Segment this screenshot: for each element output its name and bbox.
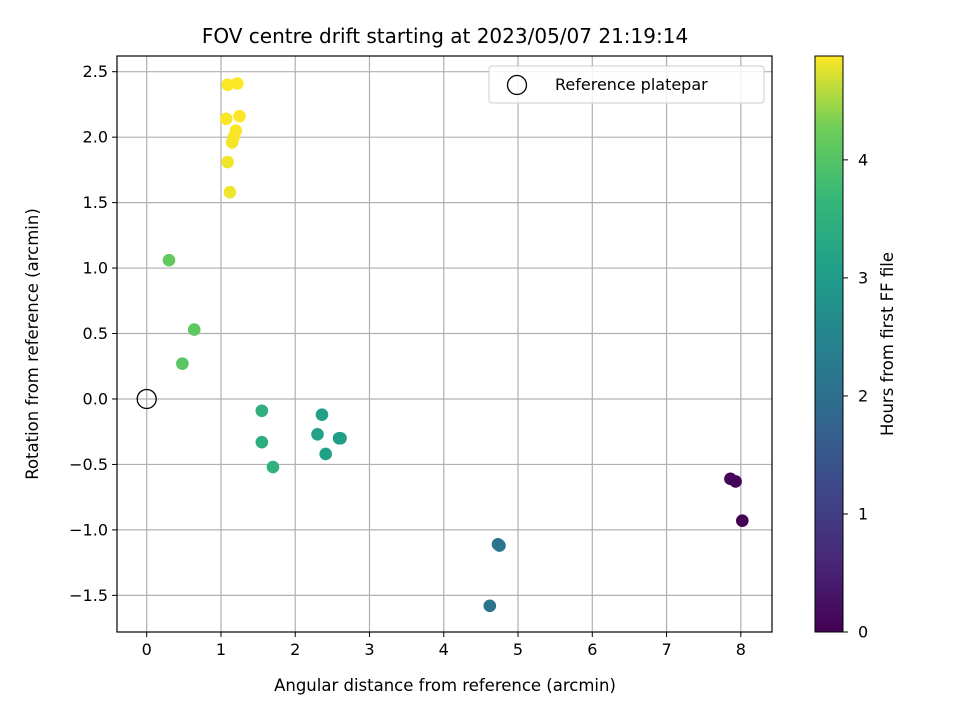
data-point <box>221 155 234 169</box>
x-tick-label: 5 <box>513 640 523 659</box>
colorbar-tick-label: 0 <box>858 623 868 642</box>
y-axis-ticks: −1.5 −1.0 −0.5 0.0 0.5 1.0 1.5 2.0 2.5 <box>69 62 117 605</box>
data-point <box>229 124 243 137</box>
chart-title: FOV centre drift starting at 2023/05/07 … <box>202 24 688 48</box>
x-tick-label: 6 <box>587 640 597 659</box>
data-point <box>221 78 234 92</box>
y-tick-label: 2.5 <box>83 62 108 81</box>
x-tick-label: 3 <box>364 640 374 659</box>
y-tick-label: 2.0 <box>83 128 108 147</box>
legend-box <box>488 65 765 104</box>
data-point <box>233 109 246 123</box>
x-tick-label: 7 <box>661 640 671 659</box>
data-point <box>223 185 237 199</box>
data-point <box>724 472 737 486</box>
data-points <box>136 77 749 613</box>
y-tick-label: 1.0 <box>83 259 108 278</box>
colorbar-tick-label: 1 <box>858 504 868 523</box>
x-tick-label: 8 <box>736 640 746 659</box>
data-point <box>315 408 329 421</box>
x-tick-label: 2 <box>290 640 300 659</box>
y-tick-label: 1.5 <box>83 193 108 212</box>
x-tick-label: 0 <box>142 640 152 659</box>
x-axis-ticks: 0 1 2 3 4 5 6 7 8 <box>142 632 746 659</box>
data-point <box>255 404 269 418</box>
data-point <box>735 514 749 528</box>
data-point <box>187 323 201 336</box>
x-tick-label: 1 <box>216 640 226 659</box>
legend-label: Reference platepar <box>555 75 708 94</box>
data-point <box>255 435 269 449</box>
grid-lines <box>117 56 772 632</box>
data-point <box>319 447 332 461</box>
data-point <box>162 253 176 267</box>
x-tick-label: 4 <box>439 640 449 659</box>
colorbar-tick-label: 3 <box>858 268 868 287</box>
colorbar-ticks: 0 1 2 3 4 <box>843 150 868 642</box>
data-point <box>219 112 233 126</box>
data-point <box>311 428 324 441</box>
data-point <box>334 431 347 445</box>
plot-area-frame <box>116 55 773 633</box>
colorbar-tick-label: 4 <box>858 150 868 169</box>
y-tick-label: −1.5 <box>69 586 108 605</box>
y-axis-label: Rotation from reference (arcmin) <box>23 208 42 480</box>
colorbar-label: Hours from first FF file <box>878 252 897 436</box>
colorbar-gradient <box>814 55 844 633</box>
colorbar: 0 1 2 3 4 Hours from first FF file <box>814 55 897 642</box>
data-point <box>231 77 244 90</box>
y-tick-label: 0.0 <box>83 389 108 408</box>
data-point <box>483 599 497 613</box>
x-axis-label: Angular distance from reference (arcmin) <box>274 676 616 695</box>
y-tick-label: 0.5 <box>83 324 108 343</box>
reference-point-marker <box>136 388 157 410</box>
legend: Reference platepar <box>488 65 765 104</box>
data-point <box>176 357 189 370</box>
colorbar-tick-label: 2 <box>858 386 868 405</box>
data-point <box>266 460 280 474</box>
y-tick-label: −1.0 <box>69 520 108 539</box>
y-tick-label: −0.5 <box>69 455 108 474</box>
legend-marker-open-circle <box>506 74 528 96</box>
data-point <box>493 539 506 552</box>
